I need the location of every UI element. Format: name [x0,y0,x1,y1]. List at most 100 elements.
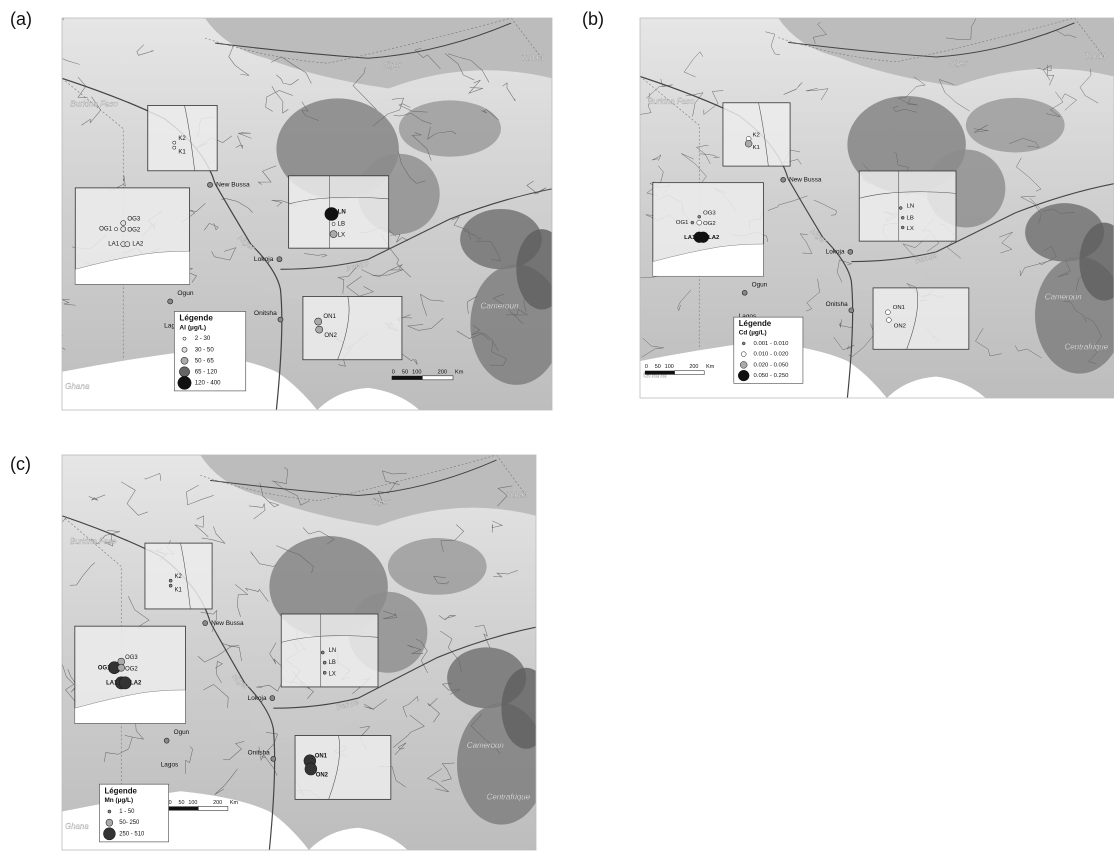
place-label: Tchad [1084,52,1106,61]
legend-title: Légende [104,786,137,795]
place-label: Niger [382,60,402,69]
scale-label: 0 [169,800,172,806]
place-label: Ghana [65,822,89,831]
site-label: ON1 [323,314,336,320]
site-label: LN [329,648,337,654]
scale-label: 50 [402,369,408,375]
site-label: ON1 [893,305,905,311]
site-label: LB [329,660,336,666]
site-marker [323,671,326,674]
town-marker [742,290,747,295]
town-marker [164,738,169,743]
page: (a) Burkina Faso Niger Tchad Ghana Cameroun Ne… [0,0,1114,857]
place-label: Ogun [177,290,194,297]
scale-label: 200 [689,364,698,370]
place-label: Burkina Faso [648,97,695,106]
relief [516,229,567,309]
site-label: K1 [175,587,183,593]
scale-label: 100 [665,364,674,370]
panel-label: (a) [10,9,32,29]
legend-symbol [742,342,745,345]
town-marker [207,182,212,187]
site-label: LA2 [708,235,720,241]
place-label: Ghana [65,382,90,391]
legend-class: 50- 250 [119,820,140,826]
legend-class: 0.050 - 0.250 [754,373,790,379]
site-marker [698,232,709,243]
legend-symbol [179,367,189,377]
panel-label: (c) [10,454,31,474]
site-marker [330,231,337,238]
place-label: Cameroun [467,741,504,750]
site-label: OG3 [127,217,141,223]
place-label: Lagos [161,762,179,769]
place-label: Ogun [752,282,768,289]
site-marker [121,227,126,232]
place-label: Burkina Faso [70,100,119,109]
site-label: K1 [178,149,186,155]
site-label: OG1 [98,665,111,671]
scale-label: 50 [655,364,661,370]
scale-label: Km [706,364,715,370]
legend-symbol [183,337,186,340]
town-marker [168,299,173,304]
scale-label: Km [455,369,464,375]
legend-symbol [106,819,113,826]
legend-class: 0.001 - 0.010 [754,341,790,347]
legend-symbol [740,361,747,368]
town-marker [270,696,275,701]
site-label: LA1 [108,242,120,248]
site-marker [173,141,176,144]
site-label: LN [338,210,346,216]
legend-class: 2 - 30 [195,336,211,342]
site-marker [691,221,694,224]
site-label: ON2 [894,323,906,329]
site-marker [315,318,322,325]
site-marker [118,664,125,671]
site-marker [316,326,323,333]
legend-symbol [103,828,115,840]
town-marker [781,177,786,182]
scale-label: 0 [645,364,648,370]
site-label: K2 [753,132,760,138]
scale-bar-black [645,371,675,375]
legend-symbol [108,810,111,813]
site-label: ON2 [324,333,337,339]
site-marker [125,242,130,247]
scale-bar-black [392,376,423,380]
place-label: Onitsha [254,310,277,317]
place-label: Onitsha [826,301,849,308]
legend-title: Légende [739,319,772,328]
legend-class: 0.020 - 0.050 [754,362,790,368]
place-label: Niger [949,59,968,68]
panel-label: (b) [582,9,604,29]
site-marker [121,221,126,226]
legend-title: Légende [179,314,213,323]
site-marker [325,207,338,220]
site-label: LX [329,671,336,677]
site-marker [321,651,324,654]
place-label: Cameroun [1045,293,1082,302]
site-label: K2 [178,136,186,142]
site-label: LB [907,215,914,221]
site-label: OG1 [676,220,689,226]
site-label: OG2 [703,221,716,227]
site-label: LX [338,233,345,239]
site-label: LA1 [684,235,696,241]
site-label: LN [907,204,915,210]
relief [388,538,487,595]
scale-bar-white [422,376,453,380]
scale-label: 0 [392,369,395,375]
site-label: OG3 [703,210,716,216]
site-marker [885,310,890,315]
place-label: Tchad [506,491,528,500]
place-label: Lokoja [826,249,845,256]
site-marker [332,223,335,226]
scale-label: 50 [179,800,185,806]
town-marker [203,621,208,626]
legend-unit: Al (µg/L) [179,324,206,331]
place-label: New Bussa [789,176,822,183]
figure: (a) Burkina Faso Niger Tchad Ghana Cameroun Ne… [0,0,1114,852]
site-marker [173,146,176,149]
place-label: Lokoja [254,256,274,263]
